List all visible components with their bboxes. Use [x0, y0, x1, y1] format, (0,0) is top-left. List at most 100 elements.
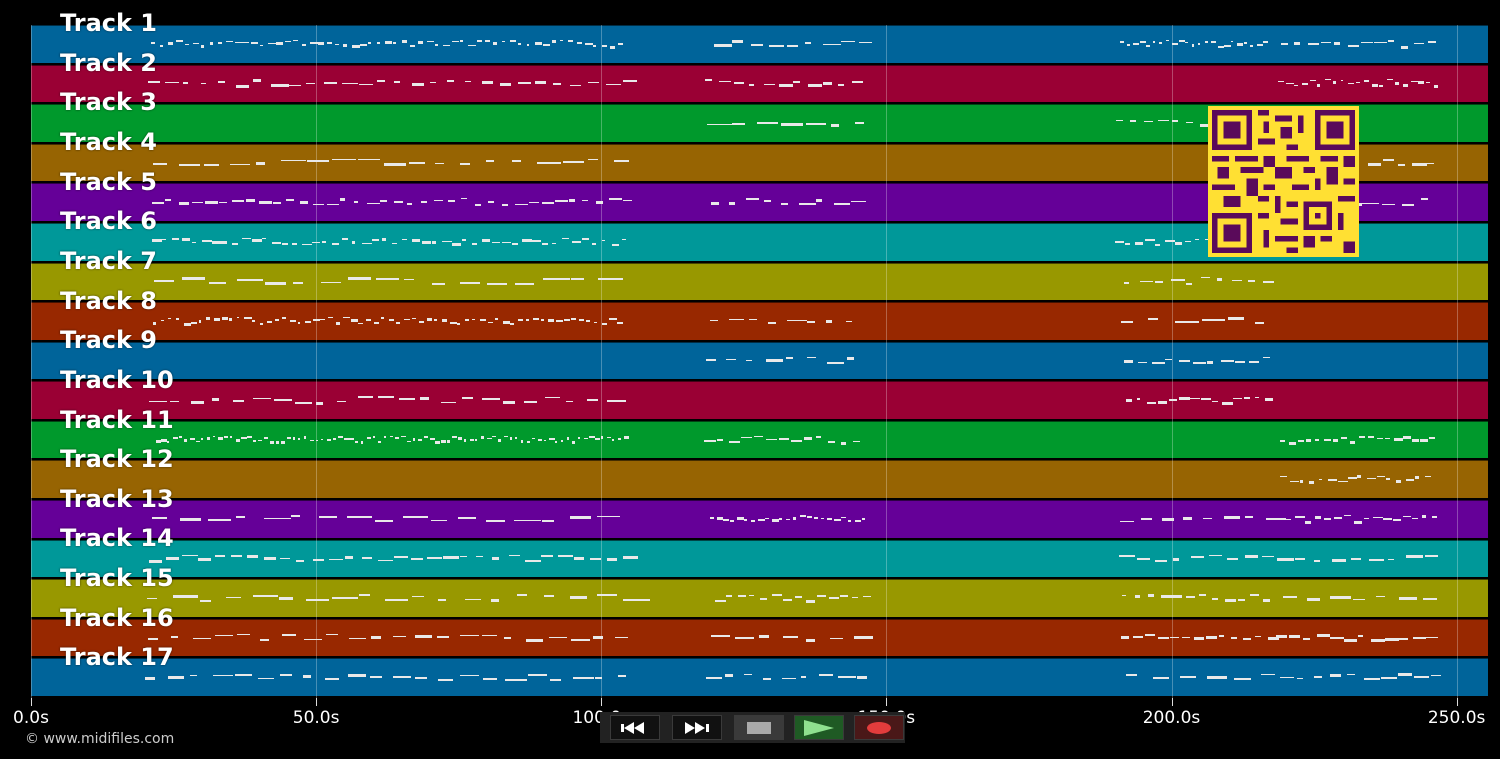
note-mark: [168, 318, 171, 320]
note-mark: [612, 439, 615, 442]
note-mark: [1216, 277, 1222, 281]
note-mark: [396, 322, 401, 325]
note-mark: [1123, 359, 1133, 363]
note-mark: [384, 41, 392, 45]
note-mark: [218, 81, 225, 84]
note-mark: [1154, 559, 1168, 562]
note-mark: [792, 516, 796, 520]
note-mark: [309, 439, 315, 441]
note-mark: [728, 441, 740, 444]
note-mark: [1405, 478, 1415, 481]
track-lane[interactable]: [31, 381, 1488, 419]
note-mark: [1350, 441, 1356, 445]
note-mark: [235, 673, 252, 676]
note-mark: [372, 436, 375, 439]
note-mark: [1276, 557, 1294, 561]
note-mark: [826, 362, 844, 365]
note-mark: [269, 440, 274, 444]
track-lane[interactable]: [31, 579, 1488, 617]
note-mark: [1334, 42, 1340, 46]
note-mark: [178, 436, 182, 439]
note-mark: [320, 319, 325, 321]
note-mark: [492, 436, 496, 438]
note-mark: [806, 357, 817, 359]
note-mark: [493, 41, 498, 45]
note-mark: [1402, 435, 1412, 439]
note-mark: [528, 202, 540, 204]
track-lane[interactable]: [31, 460, 1488, 499]
note-mark: [711, 202, 719, 206]
note-mark: [1280, 677, 1294, 679]
note-mark: [183, 322, 191, 326]
note-mark: [1120, 636, 1129, 640]
note-mark: [1394, 438, 1403, 442]
note-mark: [1179, 359, 1191, 362]
note-mark: [1157, 120, 1169, 122]
note-mark: [262, 237, 266, 239]
time-gridline: [886, 25, 888, 698]
note-mark: [1165, 358, 1172, 360]
note-mark: [288, 84, 301, 86]
note-mark: [535, 80, 547, 84]
note-mark: [805, 42, 812, 45]
track-lane[interactable]: [31, 658, 1488, 696]
note-mark: [1254, 396, 1260, 398]
note-mark: [212, 675, 234, 677]
note-mark: [280, 673, 292, 676]
track-lane[interactable]: [31, 420, 1488, 459]
rewind-button[interactable]: [610, 715, 660, 740]
note-mark: [1234, 678, 1251, 681]
note-mark: [315, 439, 319, 441]
note-mark: [706, 677, 722, 680]
note-mark: [184, 439, 187, 443]
note-mark: [237, 634, 251, 636]
fast-forward-button[interactable]: [672, 715, 722, 740]
note-mark: [434, 44, 439, 47]
note-mark: [176, 318, 180, 321]
note-mark: [853, 636, 874, 640]
note-mark: [411, 318, 416, 320]
note-mark: [263, 518, 292, 520]
note-mark: [1317, 83, 1320, 87]
note-mark: [226, 597, 242, 599]
track-lane[interactable]: [31, 262, 1488, 301]
record-button[interactable]: [854, 715, 904, 740]
note-mark: [1168, 398, 1178, 401]
note-mark: [1155, 280, 1163, 283]
note-mark: [1222, 401, 1233, 405]
note-mark: [485, 159, 494, 162]
note-mark: [768, 322, 776, 325]
note-mark: [229, 317, 233, 321]
note-mark: [443, 45, 450, 47]
track-lane[interactable]: [31, 302, 1488, 340]
track-lane[interactable]: [31, 64, 1488, 103]
note-mark: [459, 39, 463, 42]
note-mark: [570, 84, 582, 86]
track-lane[interactable]: [31, 539, 1488, 578]
note-mark: [252, 595, 279, 598]
note-mark: [766, 438, 777, 440]
note-mark: [209, 42, 213, 46]
stop-button[interactable]: [734, 715, 784, 740]
note-mark: [588, 81, 600, 83]
note-mark: [1427, 163, 1434, 165]
track-lane[interactable]: [31, 341, 1488, 380]
note-mark: [315, 401, 324, 405]
note-mark: [552, 83, 562, 86]
note-mark: [595, 676, 603, 679]
note-mark: [838, 675, 857, 678]
note-mark: [343, 44, 348, 48]
note-mark: [601, 45, 608, 48]
note-mark: [173, 595, 198, 599]
play-button[interactable]: [794, 715, 844, 740]
note-mark: [1263, 356, 1271, 358]
note-mark: [415, 635, 432, 639]
note-mark: [1376, 476, 1385, 478]
note-mark: [243, 41, 249, 43]
note-mark: [518, 42, 522, 45]
note-mark: [253, 397, 272, 399]
note-mark: [578, 319, 584, 322]
note-mark: [1332, 558, 1346, 562]
note-mark: [1125, 674, 1137, 677]
qr-code-icon: [1212, 110, 1355, 253]
